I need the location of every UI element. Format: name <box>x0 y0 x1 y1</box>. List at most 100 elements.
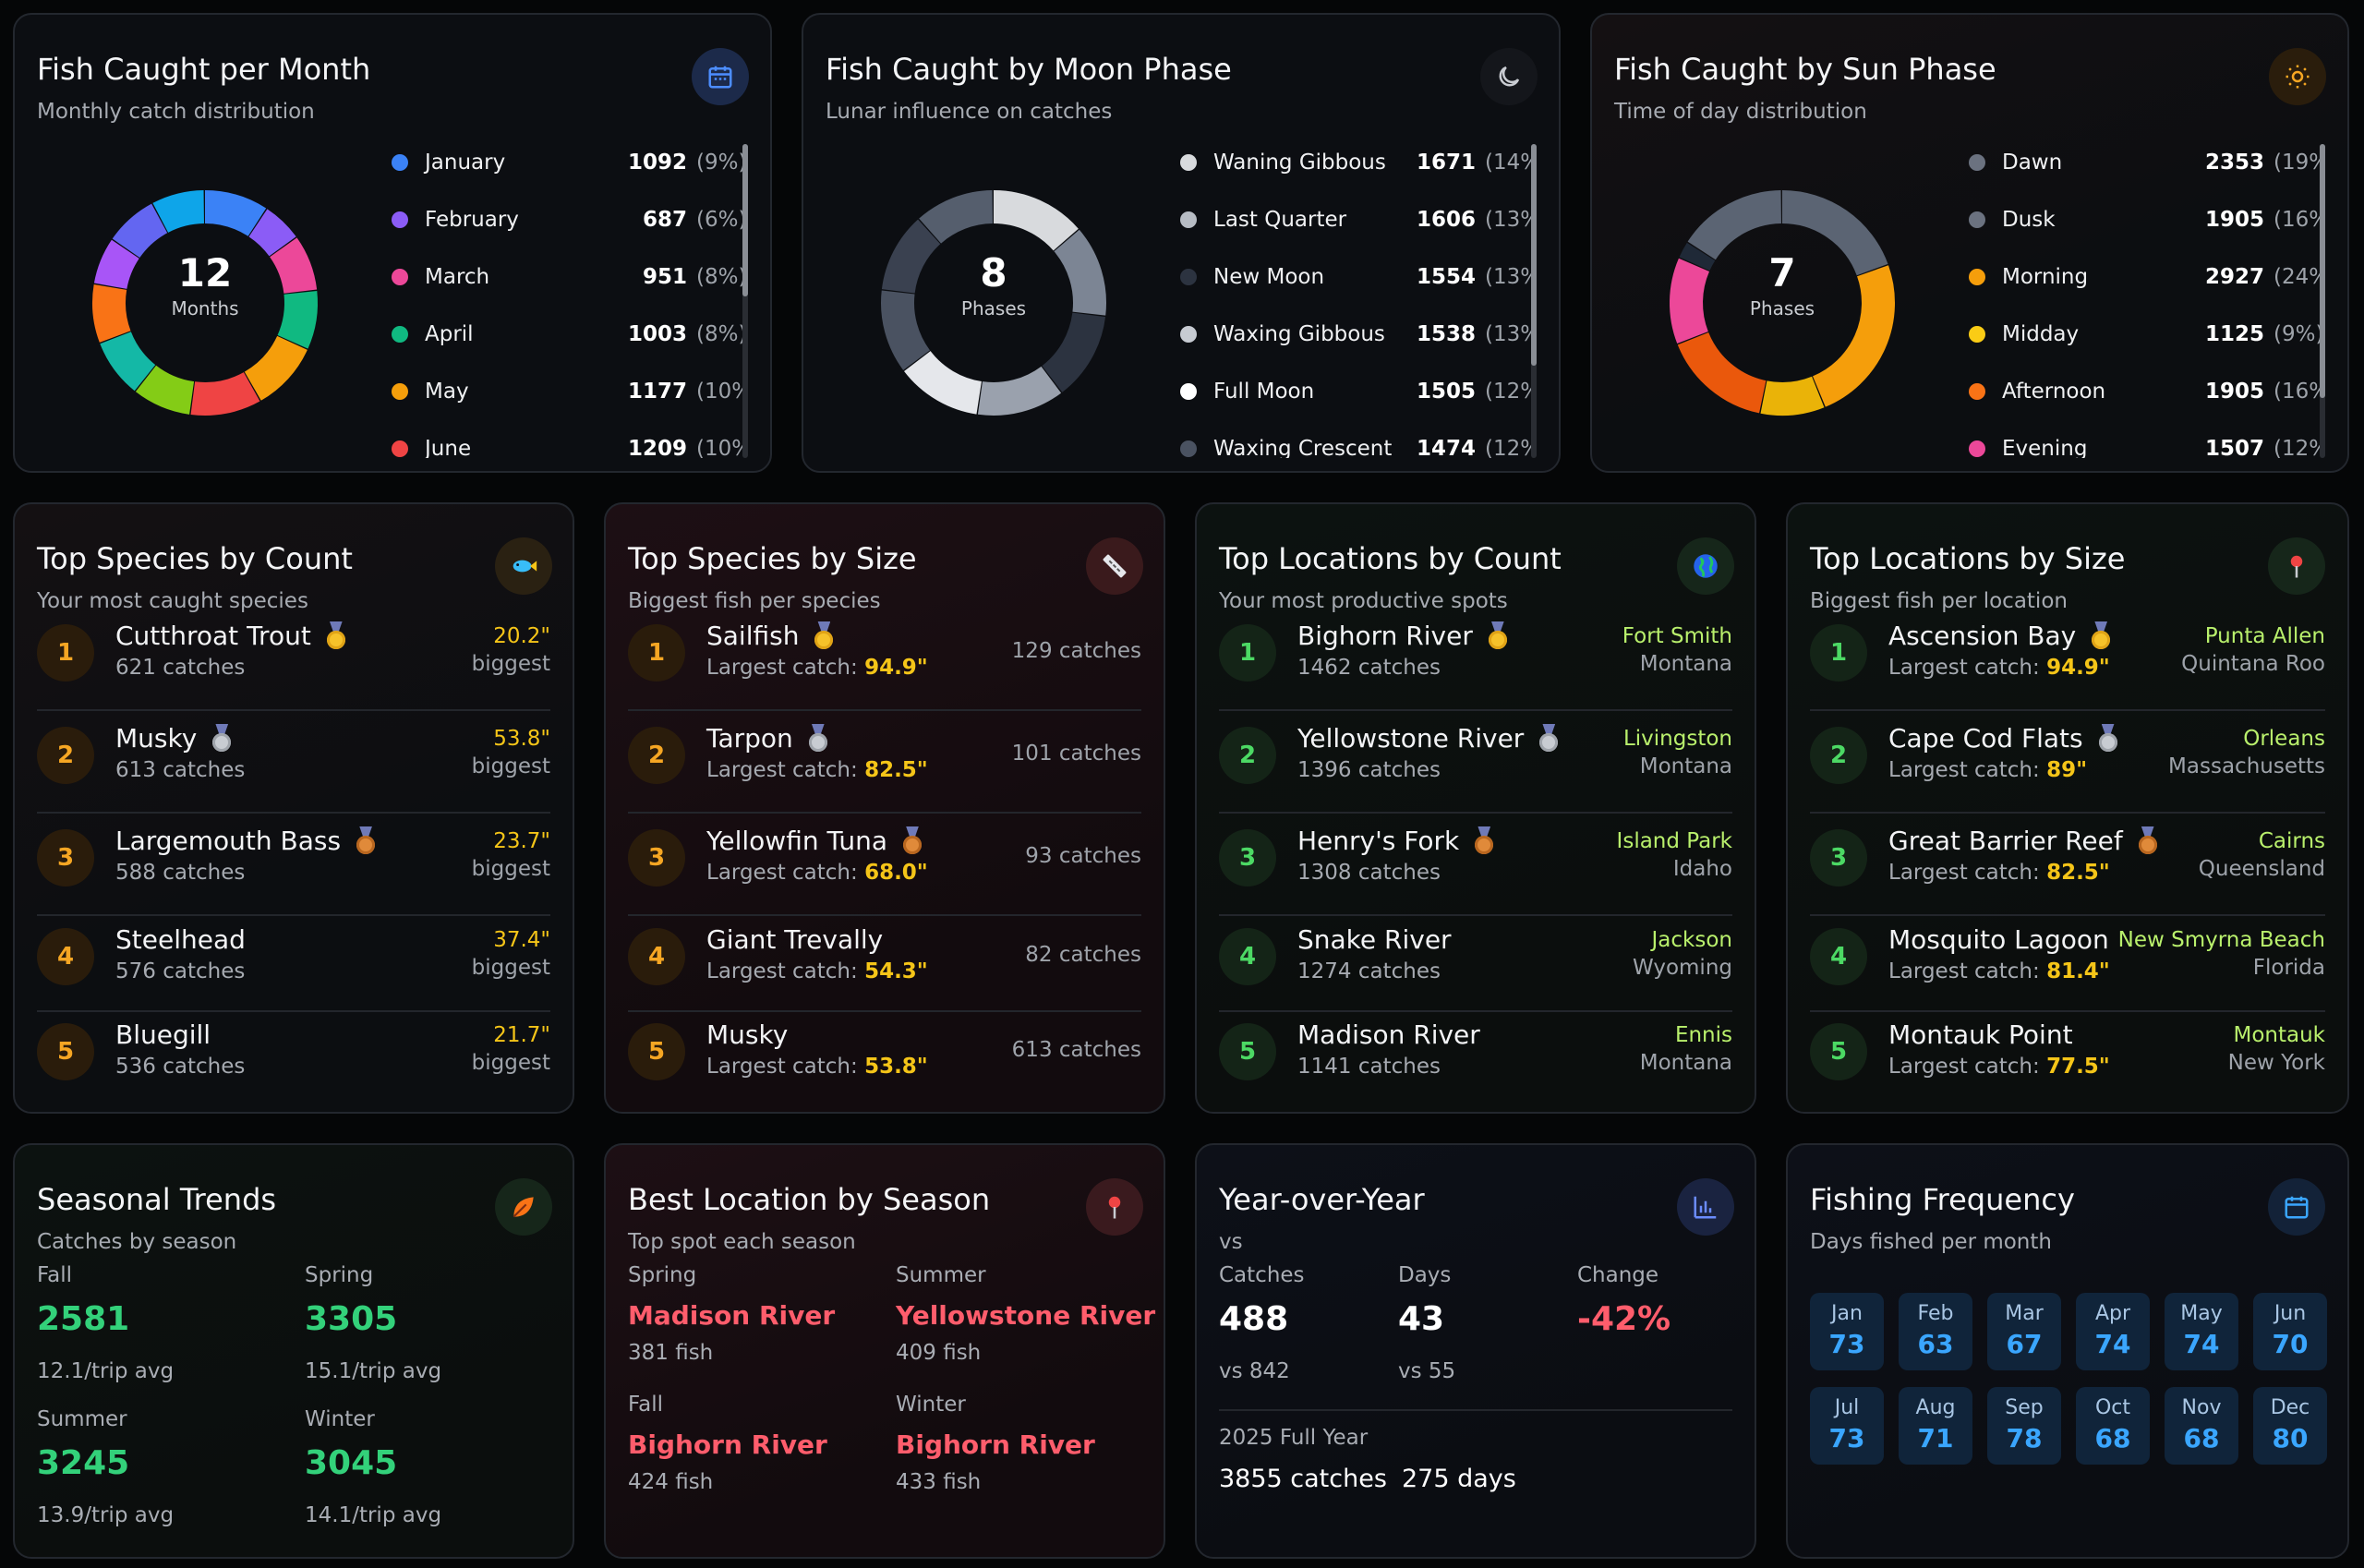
ranked-row[interactable]: 2 Yellowstone River 1396 catches Livingston… <box>1219 723 1732 788</box>
ranked-row[interactable]: 1 Ascension Bay Largest catch: 94.9" Punta … <box>1810 621 2325 685</box>
month-days: 78 <box>2006 1423 2043 1453</box>
month-days: 67 <box>2006 1329 2043 1359</box>
row-name: Bluegill <box>115 1019 211 1050</box>
full-year-days: 275 days <box>1402 1465 1516 1493</box>
ranked-row[interactable]: 5 Madison River 1141 catches Ennis Montana <box>1219 1019 1732 1084</box>
legend-scrollbar[interactable] <box>2320 144 2325 398</box>
row-name: Mosquito Lagoon <box>1888 924 2109 955</box>
row-right: Cairns Queensland <box>2199 829 2325 881</box>
month-name: Nov <box>2181 1396 2222 1419</box>
row-right: 101 catches <box>1012 742 1141 766</box>
moon-icon[interactable] <box>1480 48 1538 105</box>
season-avg: 13.9/trip avg <box>37 1503 175 1527</box>
row-right: Ennis Montana <box>1640 1023 1732 1075</box>
ranked-row[interactable]: 4 Snake River 1274 catches Jackson Wyoming <box>1219 924 1732 989</box>
ranked-row[interactable]: 2 Tarpon Largest catch: 82.5" 101 catches <box>628 723 1141 788</box>
row-sub-text: 1308 catches <box>1297 861 1441 885</box>
catch-count: 129 catches <box>1011 639 1141 663</box>
pin-icon[interactable] <box>2268 537 2325 595</box>
legend-dot <box>1180 440 1197 457</box>
ranked-row[interactable]: 3 Largemouth Bass 588 catches 23.7" biggest <box>37 826 550 890</box>
fish-icon[interactable] <box>495 537 552 595</box>
legend-percent: (6%) <box>696 208 744 232</box>
row-size: 81.4" <box>2046 959 2110 983</box>
row-divider <box>628 709 1141 711</box>
rank-badge: 3 <box>1810 829 1867 887</box>
ranked-row[interactable]: 1 Cutthroat Trout 621 catches 20.2" biggest <box>37 621 550 685</box>
bar-chart-icon[interactable] <box>1677 1178 1734 1236</box>
days-compare: vs 55 <box>1398 1359 1456 1383</box>
row-name: Giant Trevally <box>706 924 884 955</box>
season-place[interactable]: Yellowstone River <box>896 1300 1156 1331</box>
row-title: Sailfish <box>706 621 834 651</box>
globe-icon[interactable] <box>1677 537 1734 595</box>
donut-segment <box>1679 242 1716 271</box>
calendar-icon[interactable] <box>2268 1178 2325 1236</box>
row-subtitle: Largest catch: 94.9" <box>1888 656 2110 680</box>
row-right: 613 catches <box>1012 1038 1141 1062</box>
calendar-icon[interactable] <box>692 48 749 105</box>
location-city: Livingston <box>1622 727 1732 751</box>
legend-percent: (13%) <box>1485 265 1533 289</box>
legend-scrollbar[interactable] <box>1531 144 1537 366</box>
row-title: Tarpon <box>706 723 828 754</box>
legend-percent: (12%) <box>1485 380 1533 404</box>
catches-value: 488 <box>1219 1300 1289 1338</box>
legend-scrollbar[interactable] <box>742 144 748 296</box>
ruler-icon[interactable] <box>1086 537 1143 595</box>
ranked-row[interactable]: 2 Musky 613 catches 53.8" biggest <box>37 723 550 788</box>
ranked-row[interactable]: 1 Sailfish Largest catch: 94.9" 129 catches <box>628 621 1141 685</box>
catch-count: 101 catches <box>1011 742 1141 766</box>
card-subtitle: Catches by season <box>37 1230 237 1254</box>
row-title: Largemouth Bass <box>115 826 376 856</box>
ranked-row[interactable]: 5 Montauk Point Largest catch: 77.5" Montau… <box>1810 1019 2325 1084</box>
gold-medal-icon <box>1488 621 1508 651</box>
month-days: 73 <box>1828 1329 1865 1359</box>
legend-value: 1003 <box>627 322 687 346</box>
row-subtitle: 1462 catches <box>1297 656 1441 680</box>
pin-icon[interactable] <box>1086 1178 1143 1236</box>
ranked-row[interactable]: 5 Bluegill 536 catches 21.7" biggest <box>37 1019 550 1084</box>
row-title: Musky <box>706 1019 788 1050</box>
donut-total: 8 <box>980 250 1007 296</box>
location-city: Island Park <box>1616 829 1732 853</box>
season-place[interactable]: Bighorn River <box>896 1429 1095 1460</box>
ranked-row[interactable]: 5 Musky Largest catch: 53.8" 613 catches <box>628 1019 1141 1084</box>
ranked-row[interactable]: 3 Henry's Fork 1308 catches Island Park Idah… <box>1219 826 1732 890</box>
legend-value: 1905 <box>2204 208 2264 232</box>
legend-percent: (13%) <box>1485 208 1533 232</box>
row-sub-prefix: Largest catch: <box>706 861 865 885</box>
sun-icon[interactable] <box>2269 48 2326 105</box>
legend-percent: (14%) <box>1485 151 1533 175</box>
row-divider <box>1810 914 2325 916</box>
season-label: Fall <box>628 1393 663 1417</box>
leaf-icon[interactable] <box>495 1178 552 1236</box>
legend-dot <box>392 211 408 228</box>
season-place[interactable]: Bighorn River <box>628 1429 827 1460</box>
row-sub-prefix: Largest catch: <box>1888 656 2047 680</box>
ranked-row[interactable]: 4 Giant Trevally Largest catch: 54.3" 82 ca… <box>628 924 1141 989</box>
row-divider <box>37 914 550 916</box>
row-size: 94.9" <box>2046 656 2110 680</box>
ranked-row[interactable]: 2 Cape Cod Flats Largest catch: 89" Orleans… <box>1810 723 2325 788</box>
season-label: Summer <box>37 1407 127 1431</box>
row-subtitle: 1141 catches <box>1297 1055 1441 1079</box>
season-place[interactable]: Madison River <box>628 1300 836 1331</box>
rank-badge: 4 <box>1810 928 1867 985</box>
rank-badge: 1 <box>1810 624 1867 681</box>
rank-badge: 3 <box>1219 829 1276 887</box>
legend-value: 1209 <box>627 437 687 458</box>
legend-item: Full Moon 1505 (12%) <box>1180 373 1533 410</box>
row-size: 94.9" <box>864 656 928 680</box>
ranked-row[interactable]: 3 Great Barrier Reef Largest catch: 82.5" C… <box>1810 826 2325 890</box>
ranked-row[interactable]: 3 Yellowfin Tuna Largest catch: 68.0" 93 ca… <box>628 826 1141 890</box>
biggest-size: 37.4" <box>493 928 550 952</box>
row-right: 20.2" biggest <box>472 624 550 676</box>
best-location-card: Best Location by Season Top spot each se… <box>604 1143 1165 1559</box>
ranked-row[interactable]: 1 Bighorn River 1462 catches Fort Smith Mont… <box>1219 621 1732 685</box>
location-city: Fort Smith <box>1622 624 1732 648</box>
ranked-row[interactable]: 4 Mosquito Lagoon Largest catch: 81.4" New … <box>1810 924 2325 989</box>
legend-item: April 1003 (8%) <box>392 316 744 353</box>
ranked-row[interactable]: 4 Steelhead 576 catches 37.4" biggest <box>37 924 550 989</box>
legend-dot <box>1180 269 1197 285</box>
